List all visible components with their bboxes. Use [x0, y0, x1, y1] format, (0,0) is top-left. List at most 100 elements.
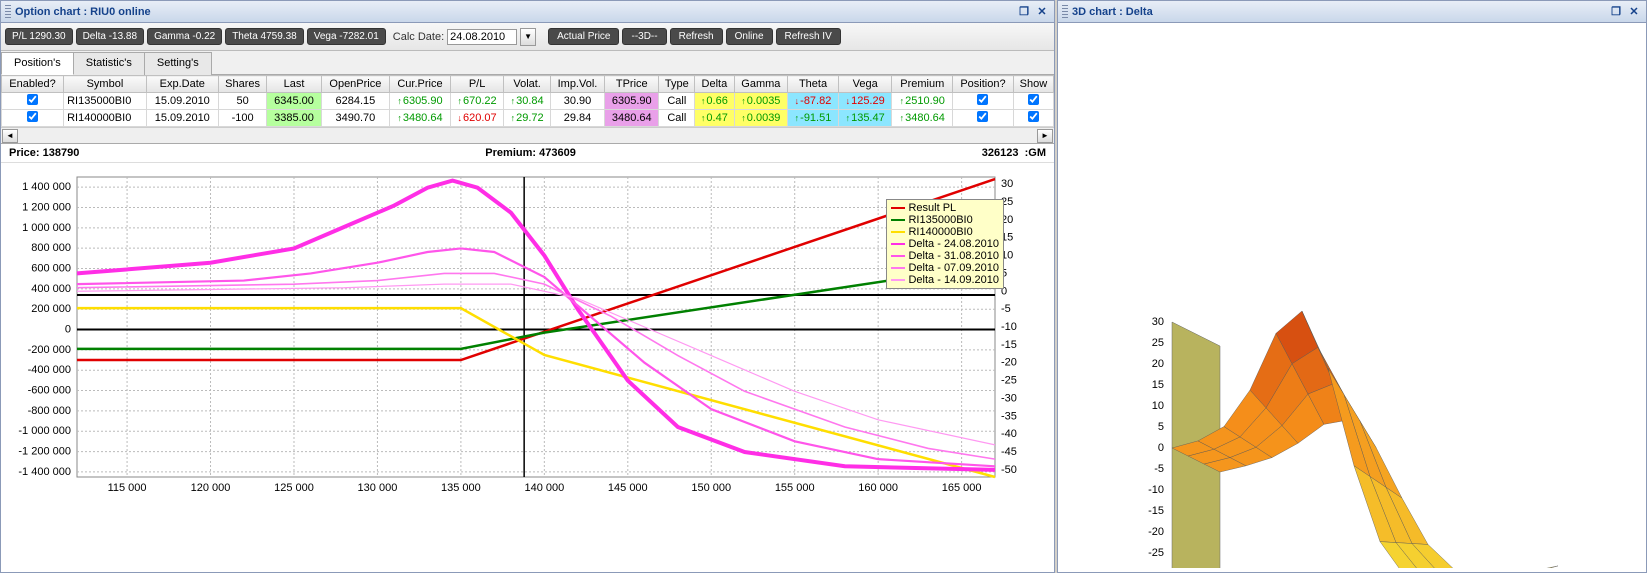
svg-text:-1 200 000: -1 200 000: [18, 446, 71, 458]
svg-text:-15: -15: [1001, 339, 1017, 351]
pl-chart[interactable]: 115 000120 000125 000130 000135 000140 0…: [1, 163, 1054, 572]
svg-text:0: 0: [65, 324, 71, 336]
show-checkbox[interactable]: [1028, 94, 1039, 105]
svg-text:-35: -35: [1001, 410, 1017, 422]
scroll-left-icon[interactable]: ◄: [2, 129, 18, 143]
restore-icon[interactable]: ❐: [1016, 5, 1032, 19]
actual-price-button[interactable]: Actual Price: [548, 28, 619, 45]
svg-text:-15: -15: [1148, 505, 1164, 517]
table-row[interactable]: RI135000BI015.09.2010506345.006284.15↑63…: [2, 93, 1054, 110]
svg-text:-25: -25: [1001, 375, 1017, 387]
position-checkbox[interactable]: [977, 111, 988, 122]
svg-text:140 000: 140 000: [524, 482, 564, 494]
three-d-chart-window: 3D chart : Delta ❐ ✕ 302520151050-5-10-1…: [1057, 0, 1647, 573]
column-header[interactable]: Show: [1013, 76, 1053, 93]
badge-delta: Delta -13.88: [76, 28, 144, 45]
column-header[interactable]: Position?: [953, 76, 1014, 93]
svg-text:1 200 000: 1 200 000: [22, 202, 71, 214]
column-header[interactable]: Vega: [838, 76, 892, 93]
meta-row: Price: 138790 Premium: 473609 326123 :GM: [1, 144, 1054, 163]
column-header[interactable]: Premium: [892, 76, 953, 93]
svg-text:-20: -20: [1148, 526, 1164, 538]
drag-handle-icon[interactable]: [1062, 5, 1068, 19]
gm-label: 326123 :GM: [982, 147, 1046, 159]
svg-text:160 000: 160 000: [858, 482, 898, 494]
tab-settings[interactable]: Setting's: [144, 52, 212, 75]
svg-text:150 000: 150 000: [691, 482, 731, 494]
show-checkbox[interactable]: [1028, 111, 1039, 122]
svg-text:30: 30: [1001, 178, 1013, 190]
option-chart-window: Option chart : RIU0 online ❐ ✕ P/L 1290.…: [0, 0, 1055, 573]
svg-text:30: 30: [1152, 316, 1164, 328]
svg-text:10: 10: [1152, 400, 1164, 412]
column-header[interactable]: Gamma: [734, 76, 788, 93]
enabled-checkbox[interactable]: [27, 111, 38, 122]
svg-text:400 000: 400 000: [31, 283, 71, 295]
refresh-iv-button[interactable]: Refresh IV: [776, 28, 841, 45]
svg-text:-1 000 000: -1 000 000: [18, 425, 71, 437]
restore-icon[interactable]: ❐: [1608, 5, 1624, 19]
window-title: Option chart : RIU0 online: [15, 6, 151, 18]
svg-text:165 000: 165 000: [942, 482, 982, 494]
date-dropdown-icon[interactable]: ▼: [520, 28, 536, 46]
position-checkbox[interactable]: [977, 94, 988, 105]
column-header[interactable]: OpenPrice: [321, 76, 389, 93]
close-icon[interactable]: ✕: [1034, 5, 1050, 19]
calc-date-input[interactable]: [447, 29, 517, 45]
column-header[interactable]: Volat.: [504, 76, 550, 93]
column-header[interactable]: Shares: [218, 76, 267, 93]
column-header[interactable]: Exp.Date: [146, 76, 218, 93]
svg-text:115 000: 115 000: [108, 482, 147, 494]
badge-vega: Vega -7282.01: [307, 28, 386, 45]
tab-positions[interactable]: Position's: [1, 52, 74, 75]
scroll-right-icon[interactable]: ►: [1037, 129, 1053, 143]
svg-text:5: 5: [1158, 421, 1164, 433]
titlebar-right[interactable]: 3D chart : Delta ❐ ✕: [1058, 1, 1646, 23]
delta-3d-chart[interactable]: 302520151050-5-10-15-20-25-30-35-40-45-5…: [1058, 23, 1646, 572]
svg-text:1 400 000: 1 400 000: [22, 181, 71, 193]
svg-text:-5: -5: [1001, 303, 1011, 315]
column-header[interactable]: Theta: [788, 76, 839, 93]
horizontal-scrollbar[interactable]: ◄ ►: [1, 127, 1054, 143]
column-header[interactable]: Imp.Vol.: [550, 76, 604, 93]
svg-text:-400 000: -400 000: [28, 364, 71, 376]
enabled-checkbox[interactable]: [27, 94, 38, 105]
svg-text:-5: -5: [1154, 463, 1164, 475]
svg-text:-50: -50: [1001, 464, 1017, 476]
svg-text:125 000: 125 000: [274, 482, 314, 494]
svg-text:120 000: 120 000: [191, 482, 231, 494]
svg-text:200 000: 200 000: [31, 303, 71, 315]
refresh-button[interactable]: Refresh: [670, 28, 723, 45]
tabs: Position's Statistic's Setting's: [1, 51, 1054, 75]
tab-statistics[interactable]: Statistic's: [73, 52, 145, 75]
badge-pl: P/L 1290.30: [5, 28, 73, 45]
column-header[interactable]: Enabled?: [2, 76, 64, 93]
svg-text:-40: -40: [1001, 428, 1017, 440]
column-header[interactable]: Last: [267, 76, 321, 93]
svg-text:800 000: 800 000: [31, 242, 71, 254]
online-button[interactable]: Online: [726, 28, 773, 45]
three-d-button[interactable]: --3D--: [622, 28, 666, 45]
svg-text:-800 000: -800 000: [28, 405, 71, 417]
column-header[interactable]: TPrice: [605, 76, 659, 93]
svg-text:20: 20: [1152, 358, 1164, 370]
column-header[interactable]: Delta: [695, 76, 734, 93]
column-header[interactable]: Type: [659, 76, 695, 93]
column-header[interactable]: Symbol: [64, 76, 147, 93]
positions-grid: Enabled?SymbolExp.DateSharesLastOpenPric…: [1, 75, 1054, 144]
table-row[interactable]: RI140000BI015.09.2010-1003385.003490.70↑…: [2, 110, 1054, 127]
close-icon[interactable]: ✕: [1626, 5, 1642, 19]
drag-handle-icon[interactable]: [5, 5, 11, 19]
svg-text:135 000: 135 000: [441, 482, 481, 494]
svg-text:1 000 000: 1 000 000: [22, 222, 71, 234]
svg-text:-600 000: -600 000: [28, 385, 71, 397]
svg-text:-30: -30: [1001, 392, 1017, 404]
column-header[interactable]: P/L: [450, 76, 504, 93]
svg-text:15: 15: [1152, 379, 1164, 391]
price-label: Price: 138790: [9, 147, 79, 159]
badge-gamma: Gamma -0.22: [147, 28, 222, 45]
svg-text:-10: -10: [1001, 321, 1017, 333]
titlebar-left[interactable]: Option chart : RIU0 online ❐ ✕: [1, 1, 1054, 23]
svg-text:-200 000: -200 000: [28, 344, 71, 356]
column-header[interactable]: Cur.Price: [390, 76, 451, 93]
